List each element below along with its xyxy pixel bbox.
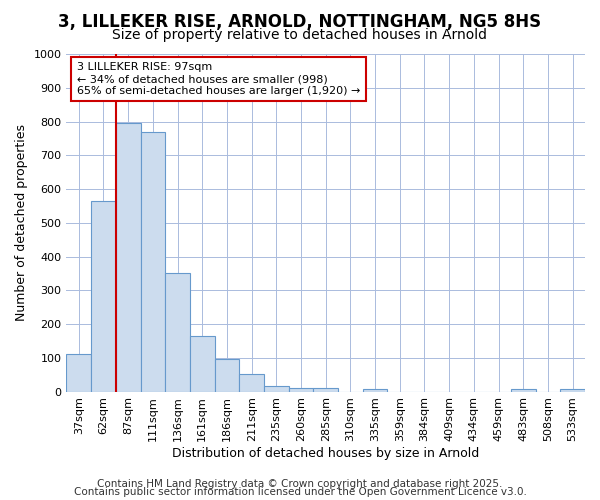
Text: Contains HM Land Registry data © Crown copyright and database right 2025.: Contains HM Land Registry data © Crown c… xyxy=(97,479,503,489)
Bar xyxy=(215,359,239,392)
Text: 3, LILLEKER RISE, ARNOLD, NOTTINGHAM, NG5 8HS: 3, LILLEKER RISE, ARNOLD, NOTTINGHAM, NG… xyxy=(58,12,542,30)
Bar xyxy=(289,388,313,392)
Text: Size of property relative to detached houses in Arnold: Size of property relative to detached ho… xyxy=(113,28,487,42)
Bar xyxy=(140,132,165,392)
Bar xyxy=(165,274,190,392)
Bar xyxy=(67,354,91,392)
Bar xyxy=(363,389,388,392)
Bar xyxy=(190,336,215,392)
Bar xyxy=(560,389,585,392)
Bar xyxy=(313,388,338,392)
Bar xyxy=(511,389,536,392)
Bar xyxy=(264,386,289,392)
Y-axis label: Number of detached properties: Number of detached properties xyxy=(15,124,28,322)
Text: Contains public sector information licensed under the Open Government Licence v3: Contains public sector information licen… xyxy=(74,487,526,497)
Text: 3 LILLEKER RISE: 97sqm
← 34% of detached houses are smaller (998)
65% of semi-de: 3 LILLEKER RISE: 97sqm ← 34% of detached… xyxy=(77,62,360,96)
Bar xyxy=(91,201,116,392)
Bar xyxy=(116,123,140,392)
Bar xyxy=(239,374,264,392)
X-axis label: Distribution of detached houses by size in Arnold: Distribution of detached houses by size … xyxy=(172,447,479,460)
